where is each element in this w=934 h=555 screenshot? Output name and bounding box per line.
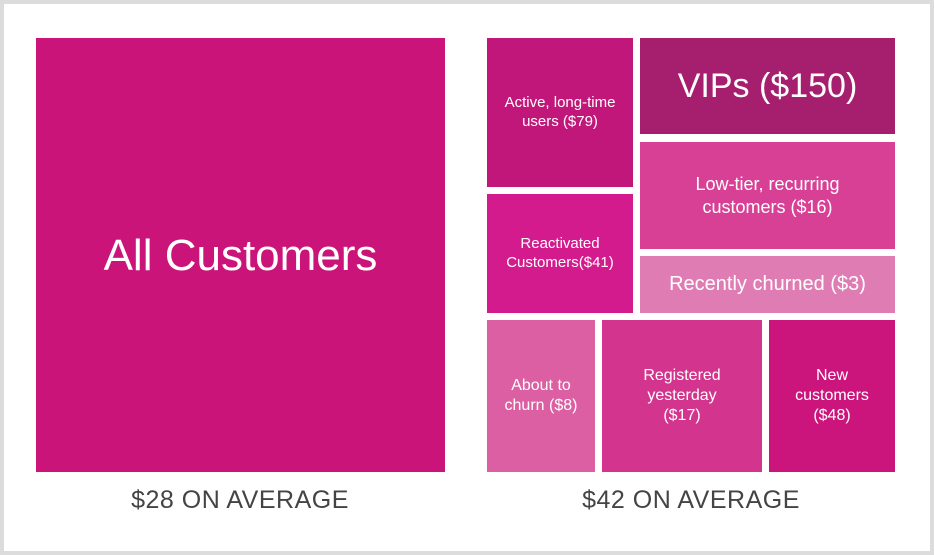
segment-label: Low-tier, recurring customers ($16) bbox=[695, 174, 840, 217]
segment-label: All Customers bbox=[103, 230, 378, 280]
segment-label: Registered yesterday ($17) bbox=[643, 367, 721, 424]
left-caption: $28 ON AVERAGE bbox=[131, 486, 349, 514]
segment-active-long-time: Active, long-time users ($79) bbox=[487, 38, 633, 187]
segment-recently-churned: Recently churned ($3) bbox=[640, 256, 895, 313]
segment-reactivated: Reactivated Customers($41) bbox=[487, 194, 633, 313]
right-caption: $42 ON AVERAGE bbox=[582, 486, 800, 514]
segment-all-customers: All Customers bbox=[36, 38, 445, 472]
segment-low-tier: Low-tier, recurring customers ($16) bbox=[640, 142, 895, 249]
segment-label: About to churn ($8) bbox=[504, 377, 578, 414]
segment-registered-yesterday: Registered yesterday ($17) bbox=[602, 320, 762, 472]
segment-label: VIPs ($150) bbox=[677, 66, 858, 105]
segment-label: Active, long-time users ($79) bbox=[504, 93, 616, 130]
segment-new-customers: New customers ($48) bbox=[769, 320, 895, 472]
segment-label: Reactivated Customers($41) bbox=[506, 234, 614, 271]
segment-vips: VIPs ($150) bbox=[640, 38, 895, 134]
segment-label: New customers ($48) bbox=[795, 367, 869, 424]
segment-about-to-churn: About to churn ($8) bbox=[487, 320, 595, 472]
segment-label: Recently churned ($3) bbox=[669, 273, 866, 295]
